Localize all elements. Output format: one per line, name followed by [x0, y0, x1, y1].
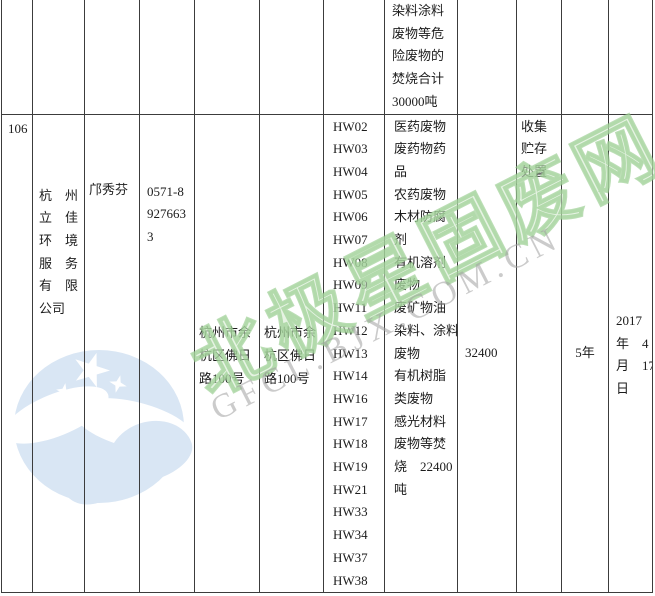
waste-line: 医药废物 — [394, 118, 447, 134]
hw-code: HW38 — [333, 572, 368, 588]
phone-line: 0571-8 — [147, 183, 184, 199]
hw-code: HW14 — [333, 368, 368, 384]
company-name-line: 服 务 — [39, 255, 79, 271]
mode-line: 处置 — [521, 163, 548, 179]
waste-line: 有机溶剂 — [394, 254, 447, 270]
date-line: 月 17 — [616, 358, 653, 374]
date-cell: 2017 年 4 月 17 日 — [608, 113, 653, 594]
waste-line: 品 — [394, 163, 408, 179]
waste-line: 农药废物 — [394, 186, 447, 202]
company-cell — [32, 0, 85, 115]
validity-cell — [561, 0, 609, 115]
address1-cell: 杭州市余杭区佛日路100号 — [194, 113, 260, 594]
phone-line: 3 — [147, 228, 154, 244]
mode-line: 贮存 — [521, 141, 548, 157]
hw-code: HW21 — [333, 481, 368, 497]
capacity-cell — [457, 0, 517, 115]
company-cell: 杭 州立 佳环 境服 务有 限公司 — [32, 113, 85, 594]
company-name-line: 有 限 — [39, 278, 79, 294]
waste-line: 有机树脂 — [394, 368, 447, 384]
waste-line: 废药物药 — [394, 141, 447, 157]
waste-line: 废物等焚 — [394, 436, 447, 452]
table-row-previous: 染料涂料废物等危险废物的焚烧合计 30000吨 — [1, 0, 653, 115]
capacity-cell: 32400 — [457, 113, 517, 594]
date-line: 日 — [616, 381, 630, 397]
hw-code: HW18 — [333, 436, 368, 452]
hw-codes-cell: HW02 HW03 HW04 HW05 HW06 HW07 HW08 HW09 HW11 HW12… — [323, 113, 385, 594]
address-line: 杭州市余 — [264, 325, 317, 341]
contact-cell — [84, 0, 140, 115]
hw-code: HW19 — [333, 459, 368, 475]
hw-code: HW16 — [333, 390, 368, 406]
mode-cell: 收集 贮存 处置 — [516, 113, 562, 594]
address2-cell: 杭州市余杭区佛日路100号 — [259, 113, 324, 594]
serial-cell — [1, 0, 33, 115]
hw-code: HW08 — [333, 254, 368, 270]
date-cell — [608, 0, 653, 115]
waste-line: 类废物 — [394, 390, 434, 406]
table-row: 106 杭 州立 佳环 境服 务有 限公司 邝秀芬 0571-8 927663 3 … — [1, 113, 653, 594]
hw-code: HW33 — [333, 504, 368, 520]
hw-code: HW12 — [333, 322, 368, 338]
address-line: 杭区佛日 — [264, 348, 317, 364]
waste-line: 废物等危 — [392, 25, 445, 41]
validity-cell: 5年 — [561, 113, 609, 594]
hw-code: HW03 — [333, 141, 368, 157]
date-line: 2017 — [616, 312, 642, 328]
address1-cell — [194, 0, 260, 115]
waste-description-cell: 医药废物 废药物药品农药废物 木材防腐剂有机溶剂 废物 废矿物油 染料、涂料 废物 有机树脂类… — [384, 113, 458, 594]
waste-line: 吨 — [394, 481, 408, 497]
hw-code: HW11 — [333, 300, 368, 316]
hw-code: HW34 — [333, 527, 368, 543]
company-name-line: 杭 州 — [39, 187, 79, 203]
waste-line: 木材防腐 — [394, 209, 447, 225]
waste-line: 染料、涂料 — [394, 322, 458, 338]
phone-cell: 0571-8 927663 3 — [139, 113, 195, 594]
waste-line: 30000吨 — [392, 93, 438, 109]
phone-cell — [139, 0, 195, 115]
capacity-value: 32400 — [465, 345, 498, 361]
contact-cell: 邝秀芬 — [84, 113, 140, 594]
phone-line: 927663 — [147, 206, 186, 222]
company-name-line: 立 佳 — [39, 210, 79, 226]
waste-line: 废物 — [394, 277, 421, 293]
contact-name: 邝秀芬 — [89, 181, 129, 197]
waste-line: 废物 — [394, 345, 421, 361]
address2-cell — [259, 0, 324, 115]
mode-cell — [516, 0, 562, 115]
mode-line: 收集 — [521, 118, 548, 134]
hw-code: HW06 — [333, 209, 368, 225]
waste-line: 感光材料 — [394, 413, 447, 429]
address-line: 杭州市余 — [199, 325, 252, 341]
serial-number: 106 — [8, 120, 28, 136]
address-line: 路100号 — [264, 370, 310, 386]
waste-line: 焚烧合计 — [392, 71, 445, 87]
date-line: 年 4 — [616, 335, 649, 351]
waste-line: 险废物的 — [392, 48, 445, 64]
hw-code: HW05 — [333, 186, 368, 202]
waste-line: 剂 — [394, 232, 408, 248]
waste-description-cell: 染料涂料废物等危险废物的焚烧合计 30000吨 — [384, 0, 458, 115]
hw-code: HW02 — [333, 118, 368, 134]
company-name-line: 公司 — [39, 301, 66, 317]
serial-cell: 106 — [1, 113, 33, 594]
company-name-line: 环 境 — [39, 232, 79, 248]
hw-code: HW09 — [333, 277, 368, 293]
waste-line: 染料涂料 — [392, 3, 445, 18]
hw-code: HW04 — [333, 163, 368, 179]
hw-code: HW37 — [333, 549, 368, 565]
hw-code: HW07 — [333, 232, 368, 248]
hw-codes-cell — [323, 0, 385, 115]
waste-line: 废矿物油 — [394, 300, 447, 316]
hw-code: HW17 — [333, 413, 368, 429]
address-line: 杭区佛日 — [199, 348, 252, 364]
waste-line: 烧 22400 — [394, 459, 453, 475]
validity-value: 5年 — [575, 345, 595, 361]
hw-code: HW13 — [333, 345, 368, 361]
address-line: 路100号 — [199, 370, 245, 386]
